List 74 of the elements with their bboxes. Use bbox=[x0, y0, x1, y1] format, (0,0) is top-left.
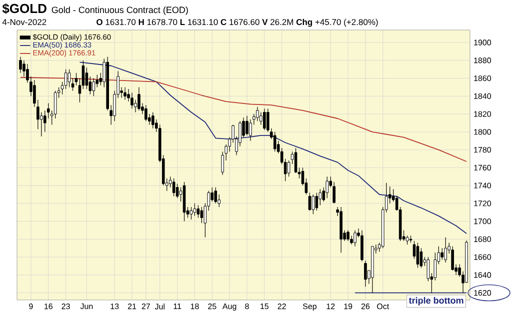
candlestick bbox=[138, 86, 140, 111]
candlestick bbox=[346, 230, 350, 242]
candlestick bbox=[294, 148, 298, 174]
y-tick-label: 1660 bbox=[474, 254, 492, 260]
candlestick bbox=[85, 67, 88, 90]
candlestick bbox=[416, 242, 420, 268]
candlestick bbox=[426, 256, 430, 282]
candlestick bbox=[451, 246, 454, 271]
candlestick bbox=[130, 92, 134, 109]
candlestick bbox=[196, 204, 200, 218]
x-tick-label: 15 bbox=[260, 304, 269, 310]
y-tick-label: 1880 bbox=[474, 58, 492, 64]
candlestick bbox=[214, 187, 218, 204]
y-tick-label: 1640 bbox=[474, 272, 492, 278]
x-tick-label: 23 bbox=[62, 304, 70, 310]
candlestick bbox=[92, 78, 96, 96]
y-tick-label: 1860 bbox=[474, 75, 492, 82]
candlestick bbox=[19, 56, 22, 74]
y-tick-label: 1780 bbox=[474, 146, 492, 153]
candlestick bbox=[326, 176, 329, 198]
y-tick-label: 1840 bbox=[474, 93, 492, 99]
y-tick-label: 1620 bbox=[474, 290, 492, 296]
x-tick-label: 25 bbox=[208, 304, 216, 310]
candlestick bbox=[312, 194, 315, 214]
x-tick-label: 13 bbox=[110, 304, 119, 310]
candlestick bbox=[273, 132, 276, 152]
candlestick bbox=[263, 108, 266, 130]
candlestick bbox=[315, 192, 318, 211]
y-tick-label: 1700 bbox=[474, 218, 492, 224]
candlestick bbox=[144, 104, 148, 122]
x-tick-label: Oct bbox=[377, 304, 390, 310]
x-tick-label: 27 bbox=[142, 304, 150, 310]
candlestick bbox=[176, 183, 179, 198]
candlestick bbox=[354, 230, 356, 247]
annotation: triple bottom bbox=[408, 297, 464, 306]
x-tick-label: 26 bbox=[361, 304, 370, 310]
y-tick-label: 1820 bbox=[474, 111, 492, 117]
x-tick-label: 8 bbox=[245, 304, 249, 310]
y-tick-label: 1680 bbox=[474, 236, 492, 242]
x-tick-label: 9 bbox=[29, 304, 33, 310]
y-tick-label: 1800 bbox=[474, 129, 492, 135]
candlestick bbox=[200, 206, 204, 224]
y-tick-label: 1740 bbox=[474, 182, 492, 188]
x-tick-label: 18 bbox=[190, 304, 199, 310]
y-tick-label: 1720 bbox=[474, 200, 492, 206]
candlestick bbox=[54, 90, 57, 119]
x-tick-label: 12 bbox=[326, 304, 335, 310]
x-tick-label: 21 bbox=[128, 304, 136, 310]
candlestick bbox=[444, 237, 448, 263]
candlestick bbox=[172, 178, 176, 197]
candlestick bbox=[364, 260, 367, 287]
x-tick-label: 22 bbox=[278, 304, 286, 310]
candlestick bbox=[124, 86, 126, 100]
y-tick-label: 1760 bbox=[474, 164, 492, 171]
x-tick-label: Sep bbox=[302, 304, 316, 311]
chart-title: $GOLD bbox=[2, 3, 46, 14]
x-tick-label: Aug bbox=[222, 304, 236, 311]
chart-subtitle: Gold - Continuous Contract (EOD) bbox=[52, 6, 188, 15]
text: O 1631.70 H 1678.70 L 1631.10 C 1676.60 V 26.2M Chg +45.70 (+2.80%) bbox=[96, 18, 378, 27]
candlestick bbox=[152, 112, 154, 129]
candlestick bbox=[193, 203, 196, 216]
x-tick-label: 11 bbox=[174, 304, 182, 310]
candlestick bbox=[64, 69, 68, 90]
x-tick-label: Jul bbox=[154, 304, 164, 310]
y-tick-label: 1900 bbox=[474, 40, 492, 46]
candlestick bbox=[68, 69, 71, 88]
line-series bbox=[79, 62, 467, 234]
candlestick bbox=[308, 192, 312, 211]
text: 4-Nov-2022 bbox=[2, 19, 46, 26]
candlestick bbox=[256, 106, 259, 122]
x-tick-label: Jun bbox=[80, 304, 93, 310]
x-tick-label: 16 bbox=[44, 304, 52, 310]
x-tick-label: 19 bbox=[344, 304, 352, 310]
candlestick bbox=[440, 248, 444, 260]
